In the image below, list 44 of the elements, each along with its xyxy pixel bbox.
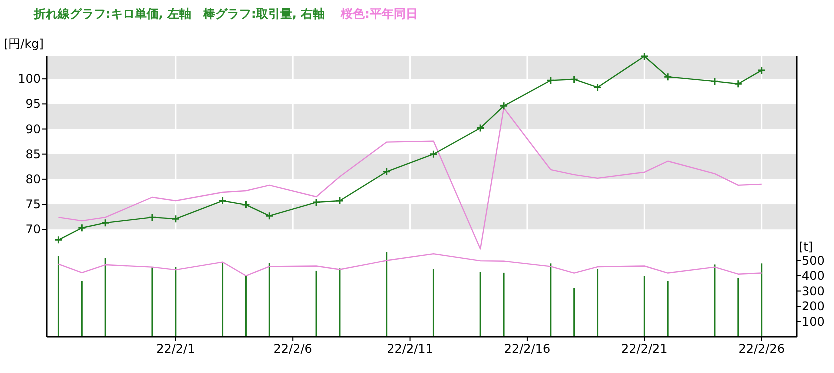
point [172,214,180,224]
point [594,83,602,92]
point [78,224,86,232]
y-axis-title: [円/kg] [4,37,44,51]
point [382,168,392,176]
y-tick-label: 85 [26,147,41,162]
point [734,80,743,88]
point [640,52,649,61]
point [218,196,228,206]
point [265,212,274,220]
y2-tick-label: 500 [802,254,825,268]
y-tick-label: 70 [26,222,41,237]
y-tick-label: 100 [18,72,41,86]
point [101,218,110,228]
point [242,200,250,210]
line-series [58,108,762,250]
x-tick-label: 22/2/26 [738,342,785,356]
x-tick-label: 22/2/11 [387,342,434,356]
point [710,77,720,86]
y2-tick-label: 100 [802,314,825,329]
point [429,150,438,159]
point [476,124,485,133]
text: 桜色:平年同日 [340,7,418,21]
y-tick-label: 95 [26,97,41,112]
point [148,213,157,222]
line-series [58,253,762,277]
y2-tick-label: 400 [802,269,825,284]
chart-title: 折れ線グラフ:キロ単価, 左軸 棒グラフ:取引量, 右軸 [33,7,326,21]
x-tick-label: 22/2/21 [622,342,668,356]
x-tick-label: 22/2/6 [274,342,312,356]
x-tick-label: 22/2/16 [504,342,551,356]
y2-axis-title: [t] [799,240,814,254]
y2-tick-label: 200 [802,300,825,314]
y-tick-label: 80 [26,172,41,186]
point [336,196,344,206]
point [546,76,556,85]
y-tick-label: 75 [26,198,41,212]
point [664,72,672,82]
y-tick-label: 90 [26,122,41,136]
point [312,198,321,207]
point [570,75,579,84]
x-tick-label: 22/2/1 [156,342,196,356]
point [500,102,508,110]
y2-tick-label: 300 [802,284,825,298]
